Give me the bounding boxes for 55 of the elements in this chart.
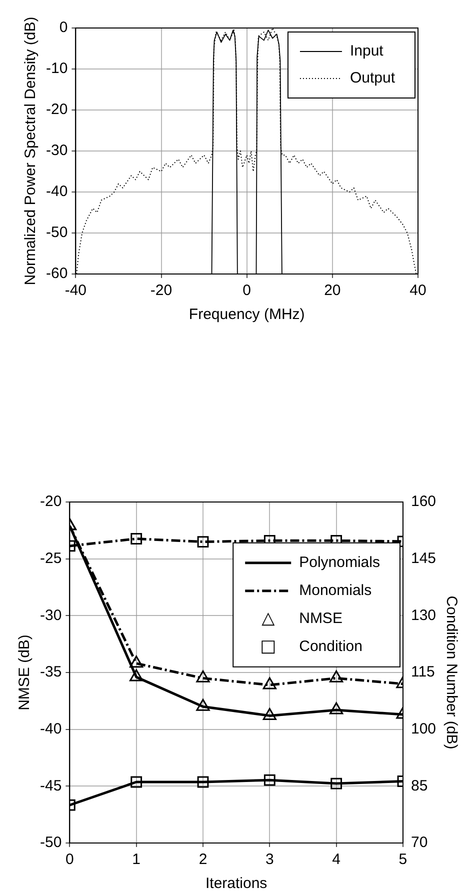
x-tick-label: -40 xyxy=(64,282,87,300)
y-tick-label: -60 xyxy=(46,265,68,282)
y-tick-label: -50 xyxy=(40,834,62,852)
y-tick-label: -35 xyxy=(40,664,62,681)
y-tick-label: -50 xyxy=(46,224,68,242)
legend-label: Output xyxy=(350,70,396,87)
point xyxy=(130,533,142,544)
y-tick-label: -40 xyxy=(40,720,62,738)
y-axis-title: Normalized Power Spectral Density (dB) xyxy=(22,16,40,286)
legend-label: Monomials xyxy=(299,582,372,600)
x-tick-label: 20 xyxy=(324,282,341,300)
y-tick-label: 0 xyxy=(59,19,68,36)
y-axis-title: NMSE (dB) xyxy=(16,634,34,710)
y-tick-label: -25 xyxy=(40,550,62,567)
y-tick-label: -20 xyxy=(46,101,68,118)
y2-tick-label: 85 xyxy=(410,777,428,794)
point xyxy=(262,677,276,690)
point xyxy=(197,536,209,548)
x-tick-label: -20 xyxy=(150,282,172,300)
y2-tick-label: 130 xyxy=(410,606,436,624)
y-tick-label: -20 xyxy=(40,493,62,510)
x-tick-label: 2 xyxy=(198,851,208,868)
x-axis-title: Iterations xyxy=(205,875,268,892)
annotation: □ xyxy=(260,636,276,656)
y-tick-label: -30 xyxy=(46,142,68,160)
x-tick-label: 40 xyxy=(410,282,426,300)
x-tick-label: 0 xyxy=(242,282,252,300)
point xyxy=(196,670,210,682)
y-tick-label: -30 xyxy=(40,606,62,624)
legend-label: Polynomials xyxy=(299,554,380,572)
x-axis-title: Frequency (MHz) xyxy=(188,306,305,324)
point xyxy=(264,774,276,786)
annotation: △ xyxy=(262,608,276,628)
y2-tick-label: 100 xyxy=(410,720,436,738)
legend-label: Input xyxy=(350,42,384,60)
y-tick-label: -45 xyxy=(40,777,62,794)
x-tick-label: 3 xyxy=(265,851,274,868)
point xyxy=(196,698,210,711)
x-tick-label: 5 xyxy=(398,851,408,868)
x-tick-label: 4 xyxy=(332,851,340,868)
y2-tick-label: 115 xyxy=(410,664,435,681)
y2-axis-title: Condition Number (dB) xyxy=(442,596,460,750)
point xyxy=(197,776,209,788)
y2-tick-label: 70 xyxy=(410,834,428,852)
point xyxy=(130,776,142,788)
x-tick-label: 1 xyxy=(132,851,141,868)
y2-tick-label: 160 xyxy=(410,493,436,510)
y2-tick-label: 145 xyxy=(410,550,436,567)
y-tick-label: -40 xyxy=(46,183,68,200)
point xyxy=(130,656,144,668)
annotation: NMSE xyxy=(299,610,342,628)
point xyxy=(130,669,144,682)
y-tick-label: -10 xyxy=(46,60,68,78)
point xyxy=(262,708,276,720)
annotation: Condition xyxy=(299,638,362,656)
